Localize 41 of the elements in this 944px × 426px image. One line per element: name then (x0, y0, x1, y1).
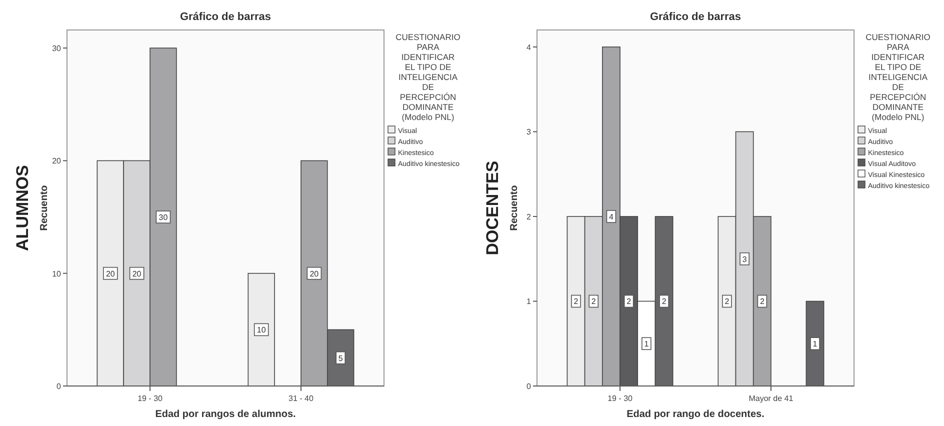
bar (806, 300, 824, 386)
data-label: 20 (310, 269, 320, 278)
y-axis-title: Recuento (39, 185, 50, 231)
x-tick-label: 19 - 30 (138, 394, 164, 403)
y-tick-label: 20 (52, 156, 62, 166)
chart-title: Gráfico de barras (180, 11, 272, 23)
data-label: 2 (760, 297, 765, 306)
bar (248, 272, 275, 386)
data-label: 2 (724, 297, 730, 306)
y-tick-label: 3 (526, 128, 532, 137)
data-label: 20 (106, 269, 116, 278)
y-tick-label: 10 (52, 269, 62, 278)
data-label: 2 (574, 297, 579, 306)
x-axis-title: Edad por rango de docentes. (626, 409, 765, 420)
text: CUESTIONARIO PARA IDENTIFICAR EL TIPO DE INTELIGENCIA DE PERCEPCIÓN DOMINANTE (Modelo PNL) (866, 32, 930, 122)
data-label: 2 (626, 297, 632, 306)
data-label: 10 (256, 326, 266, 335)
x-axis-title: Edad por rangos de alumnos. (155, 409, 296, 420)
y-tick-label: 2 (526, 212, 532, 222)
y-axis-title: Recuento (509, 185, 520, 231)
data-label: 4 (608, 212, 614, 222)
text: CUESTIONARIO PARA IDENTIFICAR EL TIPO DE INTELIGENCIA DE PERCEPCIÓN DOMINANTE (Modelo PNL) (396, 32, 460, 122)
y-tick-label: 0 (526, 382, 532, 391)
data-label: 2 (591, 297, 596, 306)
data-label: 20 (132, 269, 142, 278)
x-tick-label: Mayor de 41 (748, 394, 794, 403)
data-label: 1 (812, 340, 818, 349)
data-label: 5 (338, 354, 344, 363)
x-tick-label: 31 - 40 (288, 394, 314, 403)
text: ALUMNOS (13, 165, 32, 251)
x-tick-label: 19 - 30 (608, 394, 634, 403)
data-label: 3 (742, 254, 748, 264)
y-tick-label: 1 (526, 297, 532, 306)
data-label: 1 (644, 340, 650, 349)
chart-title: Gráfico de barras (650, 11, 742, 23)
y-tick-label: 0 (56, 382, 62, 391)
data-label: 30 (158, 213, 168, 222)
y-tick-label: 4 (526, 42, 532, 52)
y-tick-label: 30 (52, 44, 62, 54)
text: DOCENTES (483, 160, 502, 256)
data-label: 2 (662, 297, 667, 306)
